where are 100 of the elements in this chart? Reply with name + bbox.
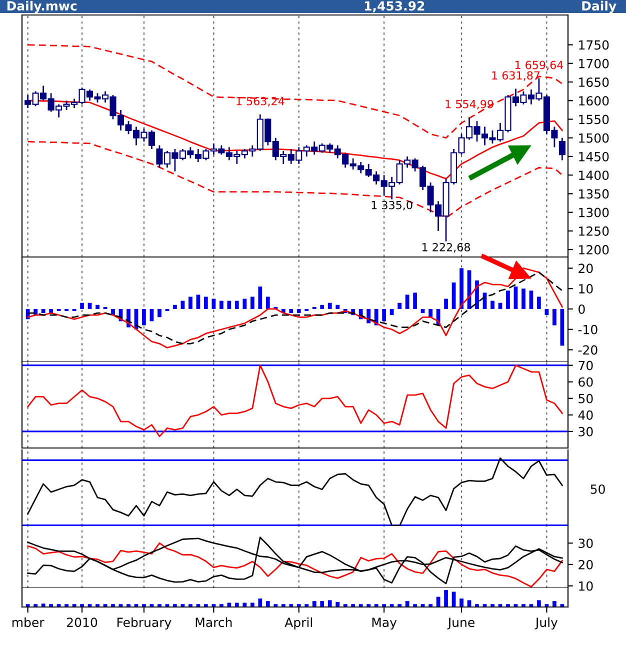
- bar: [537, 600, 541, 607]
- bar: [242, 298, 247, 309]
- y-tick-label: 1250: [579, 226, 609, 236]
- y-tick-label: 10: [579, 284, 593, 294]
- bar: [96, 304, 100, 309]
- bar: [196, 294, 200, 309]
- text: Daily: [582, 0, 616, 14]
- y-tick-label: 50: [578, 394, 593, 404]
- annotation: 1 222,68: [422, 242, 470, 252]
- bar: [398, 302, 402, 309]
- bar: [204, 296, 208, 309]
- bar: [158, 308, 162, 318]
- bar: [234, 300, 239, 309]
- y-tick-label: 1750: [579, 40, 609, 50]
- y-tick-label: 30: [578, 426, 593, 436]
- y-tick-label: -10: [578, 324, 598, 334]
- bar: [212, 298, 216, 309]
- annotation: 1 554,99: [446, 100, 494, 110]
- bar: [80, 302, 84, 309]
- y-tick-label: 1650: [579, 77, 609, 87]
- bar: [460, 268, 464, 309]
- bar: [382, 308, 386, 322]
- bar: [227, 300, 232, 309]
- bar: [111, 308, 115, 316]
- bar: [266, 601, 270, 607]
- bar: [312, 601, 316, 607]
- bar: [258, 286, 262, 309]
- line-series: [27, 536, 563, 584]
- y-tick-label: 1600: [579, 96, 609, 106]
- y-tick-label: 1300: [579, 208, 609, 218]
- bar: [537, 296, 541, 309]
- bar: [304, 308, 309, 312]
- x-tick-label: February: [118, 617, 172, 630]
- bar: [219, 300, 224, 309]
- y-tick-label: 1350: [579, 189, 609, 199]
- bar: [522, 288, 526, 309]
- y-tick-label: 1500: [579, 133, 609, 143]
- bar: [188, 296, 192, 309]
- y-tick-label: 60: [578, 377, 593, 387]
- bar: [49, 308, 53, 314]
- bar: [328, 600, 332, 607]
- bar: [552, 601, 556, 607]
- chart-subtitle: 1,453.92: [364, 1, 424, 12]
- y-tick-label: 1450: [579, 152, 609, 162]
- bar: [444, 298, 448, 309]
- y-tick-label: 40: [578, 410, 593, 420]
- bar: [552, 308, 556, 326]
- bar: [405, 294, 410, 309]
- x-tick-label: 2010: [67, 618, 98, 628]
- bar: [336, 304, 340, 309]
- bar: [173, 304, 177, 309]
- annotation: 1 631,87: [492, 71, 540, 81]
- y-tick-label: 1400: [579, 170, 609, 180]
- bar: [266, 296, 270, 309]
- line-series: [27, 364, 563, 438]
- candlestick: [558, 137, 566, 161]
- bar: [296, 308, 301, 314]
- bar: [506, 290, 510, 309]
- chart-title: Daily.mwc: [7, 0, 77, 14]
- line-series: [27, 140, 563, 219]
- y-tick-label: -20: [578, 345, 598, 355]
- bar: [289, 308, 294, 314]
- x-tick-label: July: [534, 617, 558, 630]
- bar: [560, 308, 564, 346]
- annotation: 1 659,64: [515, 60, 564, 70]
- bar: [514, 286, 518, 309]
- y-tick-label: 70: [578, 360, 593, 370]
- bar: [475, 280, 479, 309]
- y-tick-label: 30: [578, 538, 593, 548]
- bar: [336, 602, 340, 607]
- annotation: 1 335,0: [372, 200, 412, 210]
- x-tick-label: June: [447, 618, 474, 630]
- bar: [444, 590, 448, 607]
- bar: [250, 296, 254, 309]
- y-tick-label: 1200: [579, 245, 609, 254]
- bar: [490, 300, 494, 309]
- y-tick-label: 10: [579, 581, 593, 591]
- y-tick-label: 1700: [579, 58, 609, 68]
- bar: [428, 308, 432, 318]
- line-series: [27, 44, 563, 139]
- x-tick-label: April: [284, 617, 312, 630]
- bar: [64, 308, 68, 312]
- bar: [328, 302, 332, 309]
- line-series: [27, 542, 563, 588]
- bar: [142, 308, 146, 326]
- bar: [529, 290, 534, 309]
- bar: [320, 304, 324, 309]
- y-tick-label: 20: [578, 264, 593, 274]
- bar: [452, 282, 456, 309]
- x-tick-label: March: [196, 617, 232, 628]
- bar: [258, 598, 262, 607]
- x-tick-label: mber: [12, 617, 44, 628]
- y-tick-label: 0: [578, 304, 585, 314]
- y-tick-label: 1550: [579, 114, 609, 124]
- x-tick-label: May: [372, 618, 397, 630]
- annotation: 1 563,24: [236, 96, 284, 106]
- bar: [320, 601, 324, 607]
- bar: [460, 598, 464, 607]
- y-tick-label: 20: [578, 560, 593, 570]
- bar: [413, 292, 417, 309]
